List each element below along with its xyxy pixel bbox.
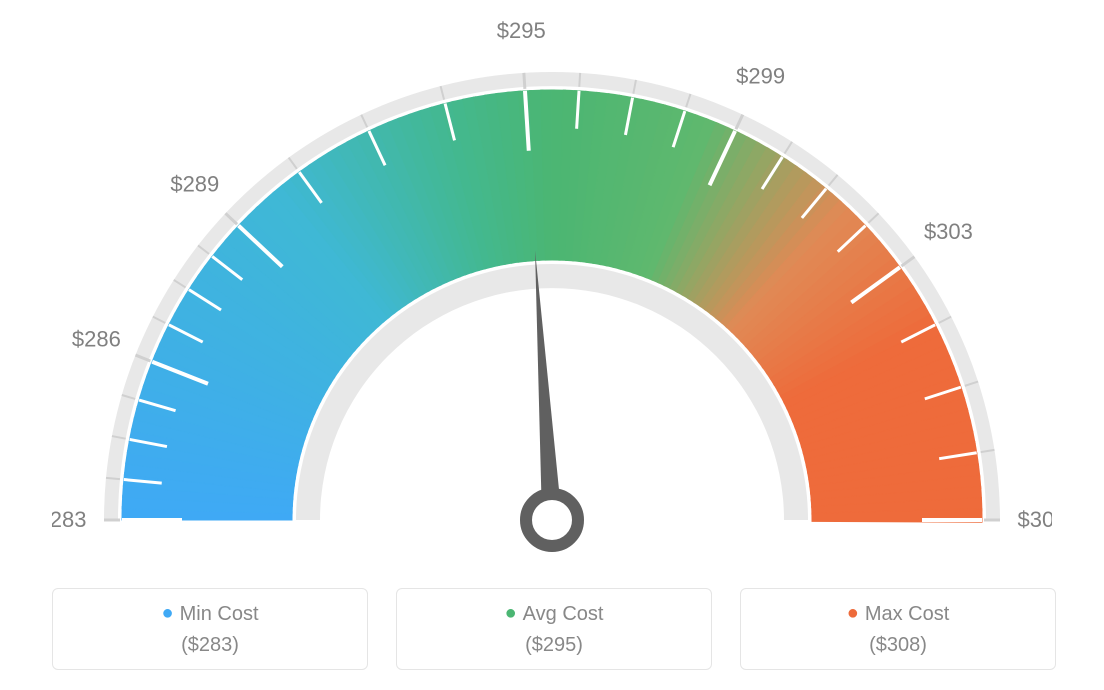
needle: [535, 251, 562, 521]
legend-avg-value: ($295): [397, 634, 711, 657]
gauge-chart-container: $283 $286 $289 $295 $299 $303 $308 ● Min Cost (…: [0, 0, 1104, 690]
gauge-area: $283 $286 $289 $295 $299 $303 $308: [52, 10, 1052, 570]
needle-hub: [526, 494, 578, 546]
legend-max-card: ● Max Cost ($308): [740, 588, 1056, 670]
legend-row: ● Min Cost ($283) ● Avg Cost ($295) ● Max C…: [52, 588, 1056, 670]
tick-label: $295: [497, 18, 546, 43]
legend-avg-label: Avg Cost: [523, 603, 604, 625]
legend-min-dot: ●: [162, 602, 174, 624]
legend-avg-dot: ●: [505, 602, 517, 624]
legend-min-title: ● Min Cost: [53, 603, 367, 626]
tick-label: $303: [924, 219, 973, 244]
tick-label: $289: [170, 172, 219, 197]
legend-avg-card: ● Avg Cost ($295): [396, 588, 712, 670]
tick-minor-outer: [106, 478, 120, 479]
legend-max-label: Max Cost: [865, 603, 949, 625]
tick-label: $286: [72, 327, 121, 352]
tick-minor-outer: [579, 73, 580, 87]
tick-label: $308: [1018, 507, 1052, 532]
legend-min-card: ● Min Cost ($283): [52, 588, 368, 670]
tick-label: $283: [52, 507, 86, 532]
gauge-svg: $283 $286 $289 $295 $299 $303 $308: [52, 10, 1052, 570]
legend-max-dot: ●: [847, 602, 859, 624]
legend-avg-title: ● Avg Cost: [397, 603, 711, 626]
legend-max-value: ($308): [741, 634, 1055, 657]
legend-min-label: Min Cost: [180, 603, 259, 625]
tick-label: $299: [736, 64, 785, 89]
legend-min-value: ($283): [53, 634, 367, 657]
tick-major: [524, 73, 525, 89]
legend-max-title: ● Max Cost: [741, 603, 1055, 626]
